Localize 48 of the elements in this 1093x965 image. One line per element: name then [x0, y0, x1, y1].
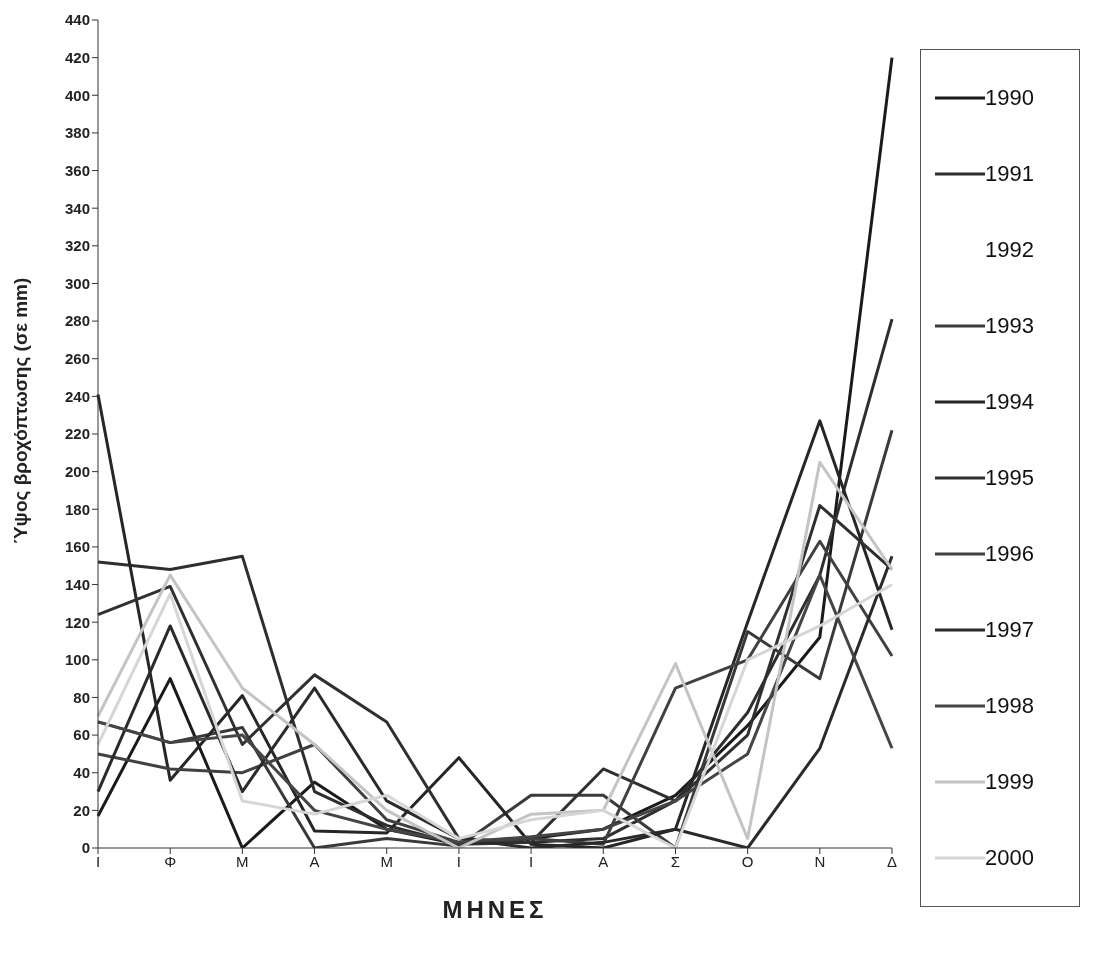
- y-tick-label: 440: [64, 11, 90, 29]
- legend-label: 1993: [985, 313, 1034, 339]
- x-tick-label: Ι: [456, 852, 461, 870]
- y-tick-label: 120: [64, 613, 90, 631]
- legend-label: 1998: [985, 693, 1034, 719]
- y-axis-title: Ύψος βροχόπτωσης (σε mm): [9, 277, 31, 544]
- x-axis-title: ΜΗΝΕΣ: [442, 896, 548, 923]
- y-tick-label: 400: [64, 86, 90, 104]
- y-tick-label: 180: [64, 500, 90, 518]
- legend-label: 1997: [985, 617, 1034, 643]
- y-tick-label: 80: [73, 688, 90, 706]
- y-tick-label: 0: [81, 839, 90, 857]
- x-tick-label: Ι: [529, 852, 534, 870]
- text: 1992: [985, 237, 1034, 263]
- legend-label: 1999: [985, 769, 1034, 795]
- y-tick-label: 340: [64, 199, 90, 217]
- y-tick-label: 60: [73, 726, 90, 744]
- x-tick-label: Α: [309, 852, 320, 870]
- y-tick-label: 320: [64, 237, 90, 255]
- x-tick-label: Μ: [236, 852, 249, 870]
- y-tick-label: 300: [64, 274, 90, 292]
- y-tick-label: 280: [64, 312, 90, 330]
- y-tick-label: 40: [73, 764, 90, 782]
- legend-label: 1995: [985, 465, 1034, 491]
- y-tick-label: 100: [64, 651, 90, 669]
- y-tick-label: 160: [64, 538, 90, 556]
- x-tick-label: Α: [598, 852, 609, 870]
- legend-label: 1991: [985, 161, 1034, 187]
- y-tick-label: 240: [64, 387, 90, 405]
- x-tick-label: Φ: [164, 852, 177, 870]
- y-tick-label: 420: [64, 48, 90, 66]
- y-tick-label: 260: [64, 350, 90, 368]
- y-tick-label: 360: [64, 161, 90, 179]
- legend-label: 2000: [985, 845, 1034, 871]
- x-tick-label: Ι: [95, 852, 101, 870]
- legend-label: 1990: [985, 85, 1034, 111]
- x-tick-label: Ο: [741, 852, 754, 870]
- x-tick-label: Δ: [886, 852, 898, 870]
- x-tick-label: Σ: [670, 852, 681, 870]
- y-tick-label: 220: [64, 425, 90, 443]
- x-tick-label: Μ: [380, 852, 393, 870]
- y-tick-label: 20: [73, 801, 90, 819]
- x-tick-label: Ν: [814, 852, 826, 870]
- y-tick-label: 140: [64, 575, 90, 593]
- legend-label: 1994: [985, 389, 1034, 415]
- y-tick-label: 380: [64, 124, 90, 142]
- legend-label: 1996: [985, 541, 1034, 567]
- y-tick-label: 200: [64, 462, 90, 480]
